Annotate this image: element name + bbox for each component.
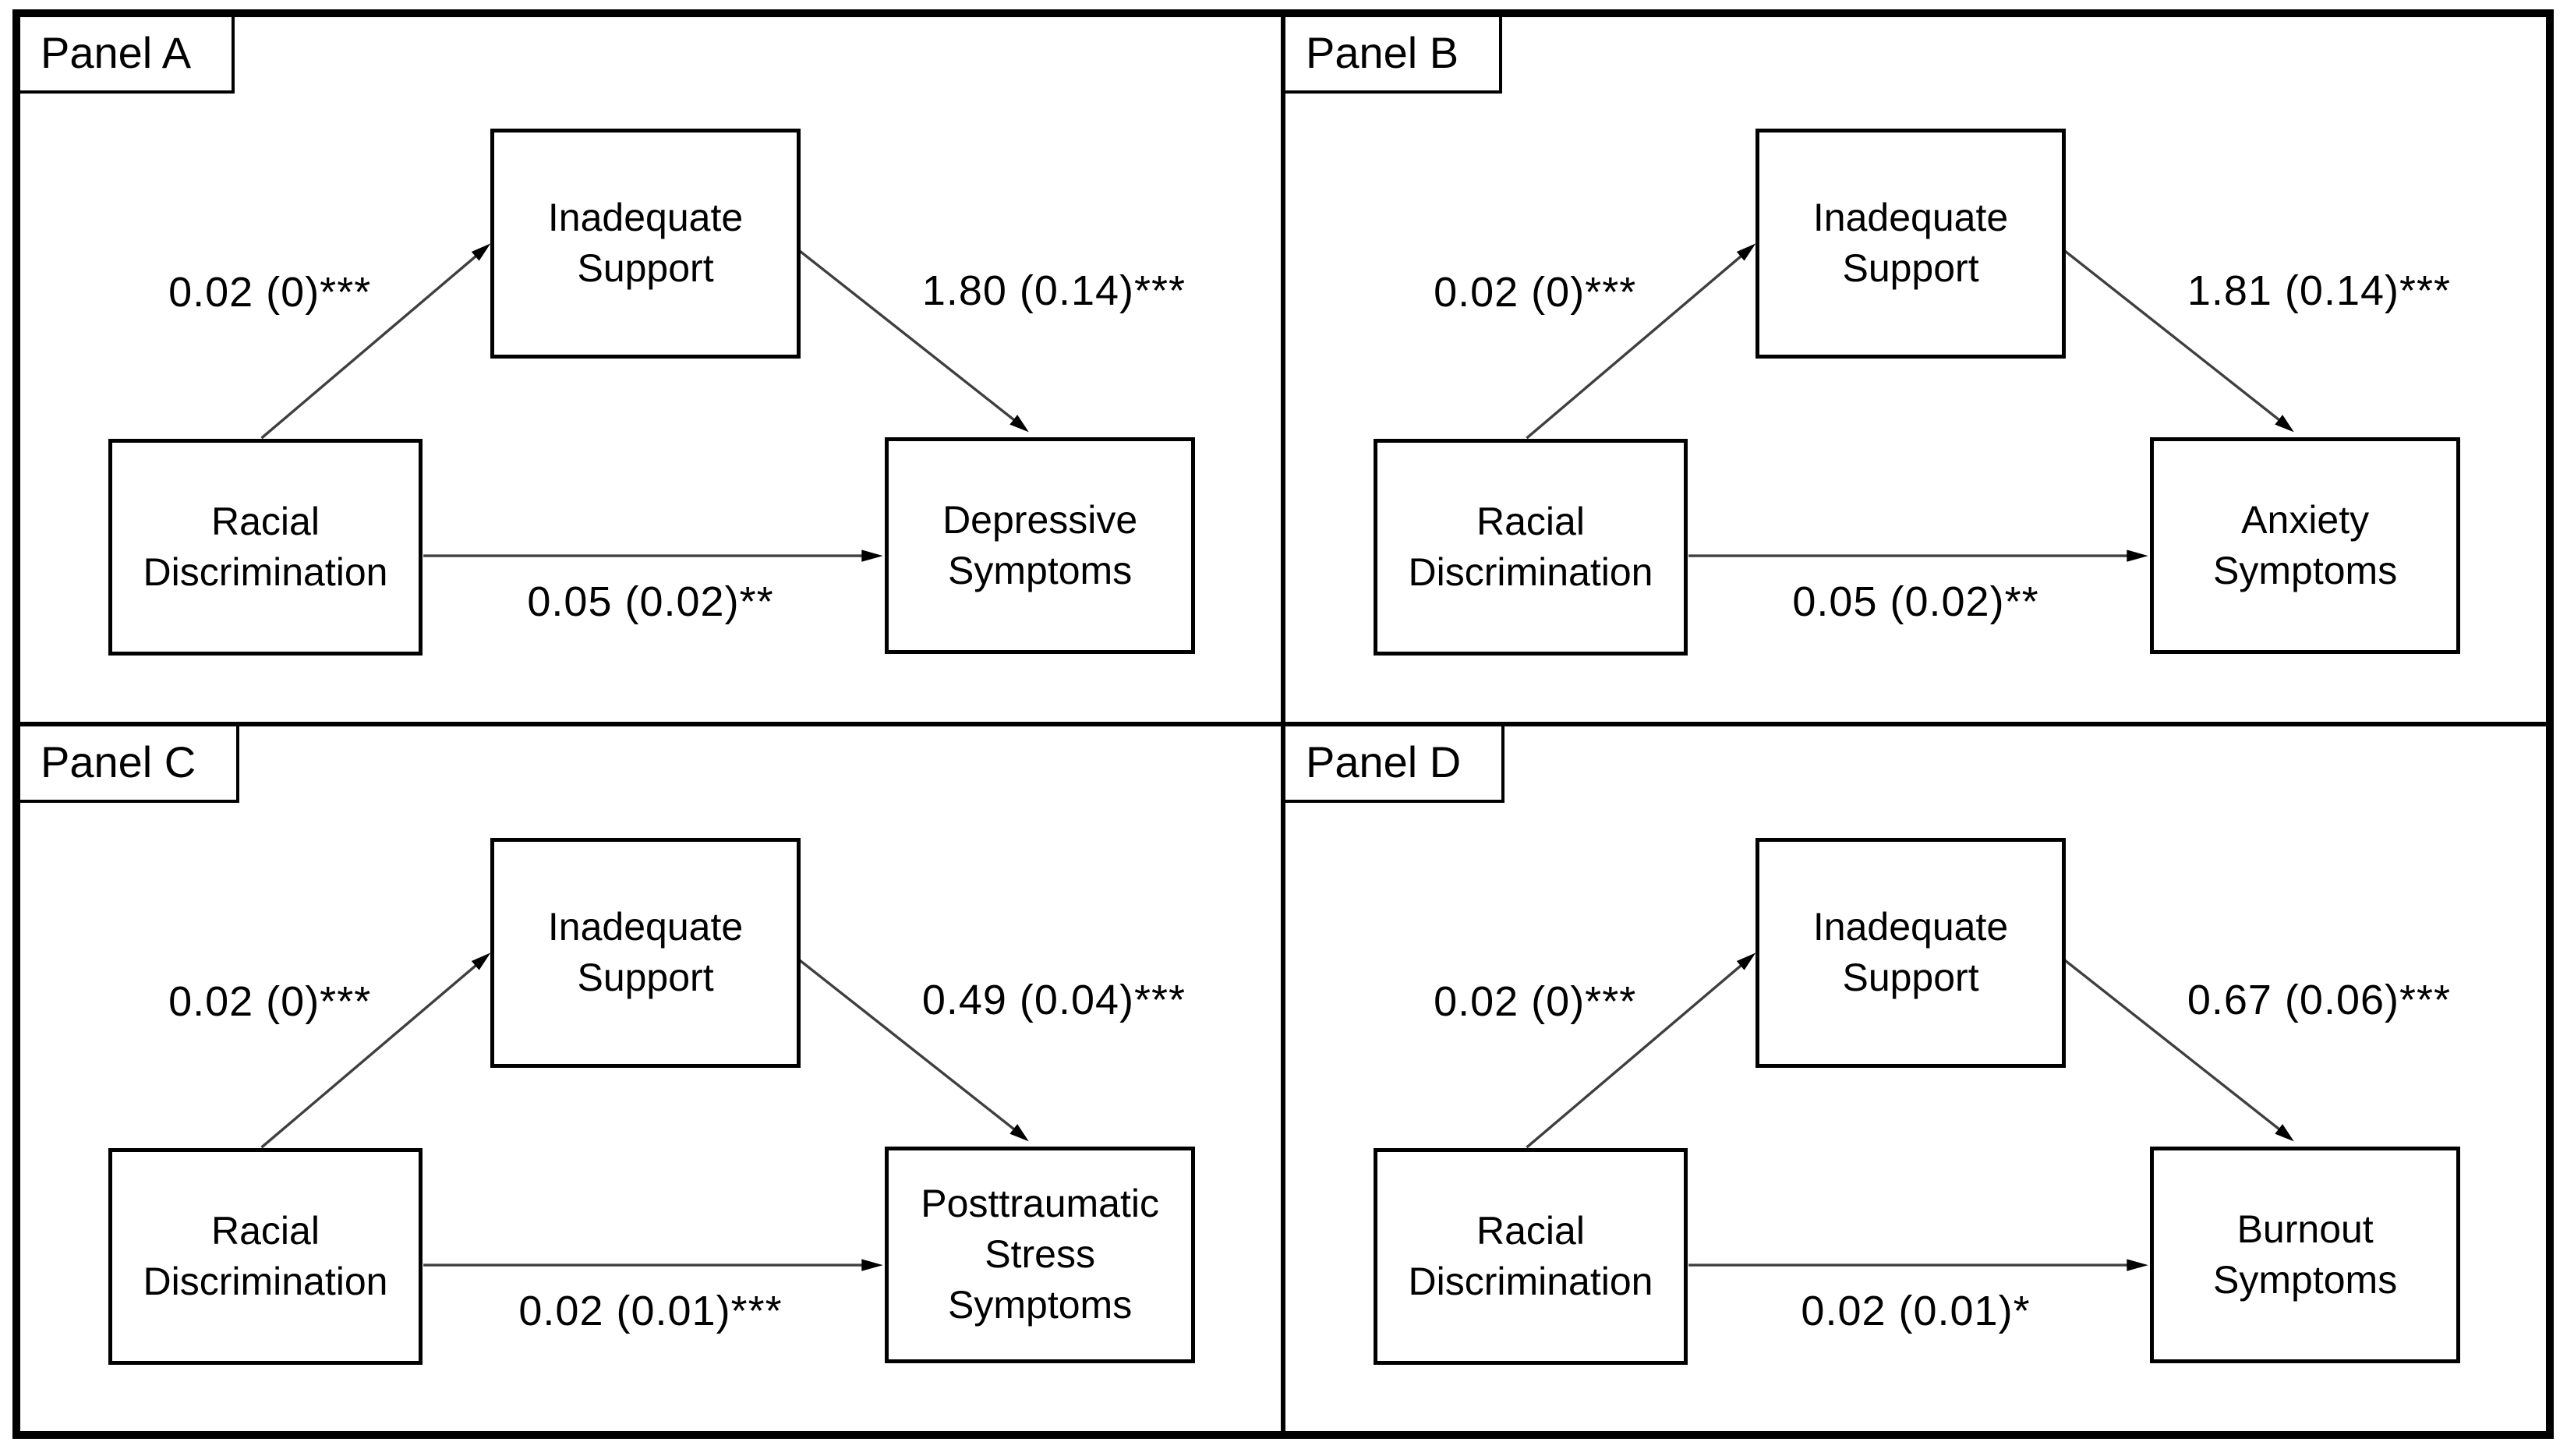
mediator-box: Inadequate Support bbox=[1755, 128, 2066, 359]
path-b-arrowhead bbox=[2275, 1124, 2294, 1142]
path-b-arrowhead bbox=[1009, 415, 1029, 433]
outcome-box: Anxiety Symptoms bbox=[2150, 436, 2461, 655]
predictor-box: Racial Discrimination bbox=[108, 439, 423, 656]
path-b-arrow bbox=[2063, 959, 2282, 1132]
path-b-arrow bbox=[2063, 249, 2282, 422]
mediator-box: Inadequate Support bbox=[490, 128, 801, 359]
path-b-arrowhead bbox=[1009, 1124, 1029, 1142]
path-b-arrowhead bbox=[2275, 415, 2294, 433]
mediator-box: Inadequate Support bbox=[1755, 837, 2066, 1068]
predictor-box: Racial Discrimination bbox=[1374, 1148, 1688, 1365]
path-a-coefficient: 0.02 (0)*** bbox=[168, 977, 372, 1025]
path-c-arrowhead bbox=[2127, 550, 2148, 562]
path-c-coefficient: 0.05 (0.02)** bbox=[1792, 578, 2039, 626]
panel-c-label: Panel C bbox=[20, 726, 240, 803]
panel-b-arrows bbox=[1526, 243, 2294, 562]
outcome-box: Posttraumatic Stress Symptoms bbox=[885, 1146, 1196, 1364]
path-c-coefficient: 0.05 (0.02)** bbox=[527, 578, 774, 626]
path-c-arrowhead bbox=[861, 550, 883, 562]
mediator-box: Inadequate Support bbox=[490, 837, 801, 1068]
path-b-coefficient: 1.81 (0.14)*** bbox=[2187, 267, 2452, 314]
path-a-arrowhead bbox=[1736, 952, 1756, 970]
path-a-coefficient: 0.02 (0)*** bbox=[1434, 268, 1637, 316]
panel-d: Panel D Inadequate Support Racial Discri… bbox=[1283, 724, 2546, 1431]
panel-c: Panel C Inadequate Support Racial Discri… bbox=[20, 724, 1283, 1431]
path-b-arrow bbox=[798, 249, 1017, 422]
predictor-box: Racial Discrimination bbox=[1374, 439, 1688, 656]
panel-c-arrows bbox=[260, 952, 1029, 1271]
path-c-arrowhead bbox=[861, 1259, 883, 1271]
path-a-arrow bbox=[1526, 962, 1745, 1149]
path-a-arrow bbox=[260, 962, 479, 1149]
path-a-arrow bbox=[1526, 253, 1745, 440]
outcome-box: Depressive Symptoms bbox=[885, 436, 1196, 655]
path-a-coefficient: 0.02 (0)*** bbox=[1434, 977, 1637, 1025]
panel-a-label: Panel A bbox=[20, 17, 235, 94]
figure-frame: Panel A Inadequate Support Racial Discri… bbox=[12, 9, 2554, 1439]
path-a-arrowhead bbox=[1736, 243, 1756, 261]
path-b-coefficient: 1.80 (0.14)*** bbox=[921, 267, 1186, 314]
path-a-arrowhead bbox=[471, 243, 491, 261]
outcome-box: Burnout Symptoms bbox=[2150, 1146, 2461, 1364]
panel-d-label: Panel D bbox=[1285, 726, 1505, 803]
path-c-arrowhead bbox=[2127, 1259, 2148, 1271]
panel-d-arrows bbox=[1526, 952, 2294, 1271]
path-b-arrow bbox=[798, 959, 1017, 1132]
predictor-box: Racial Discrimination bbox=[108, 1148, 423, 1365]
path-b-coefficient: 0.67 (0.06)*** bbox=[2187, 976, 2452, 1023]
panel-a: Panel A Inadequate Support Racial Discri… bbox=[20, 17, 1283, 724]
panel-a-arrows bbox=[260, 243, 1029, 562]
path-b-coefficient: 0.49 (0.04)*** bbox=[921, 976, 1186, 1023]
path-c-coefficient: 0.02 (0.01)* bbox=[1801, 1288, 2031, 1335]
panel-b-label: Panel B bbox=[1285, 17, 1503, 94]
path-a-arrowhead bbox=[471, 952, 491, 970]
panel-b: Panel B Inadequate Support Racial Discri… bbox=[1283, 17, 2546, 724]
path-c-coefficient: 0.02 (0.01)*** bbox=[518, 1288, 783, 1335]
path-a-coefficient: 0.02 (0)*** bbox=[168, 268, 372, 316]
path-a-arrow bbox=[260, 253, 479, 440]
